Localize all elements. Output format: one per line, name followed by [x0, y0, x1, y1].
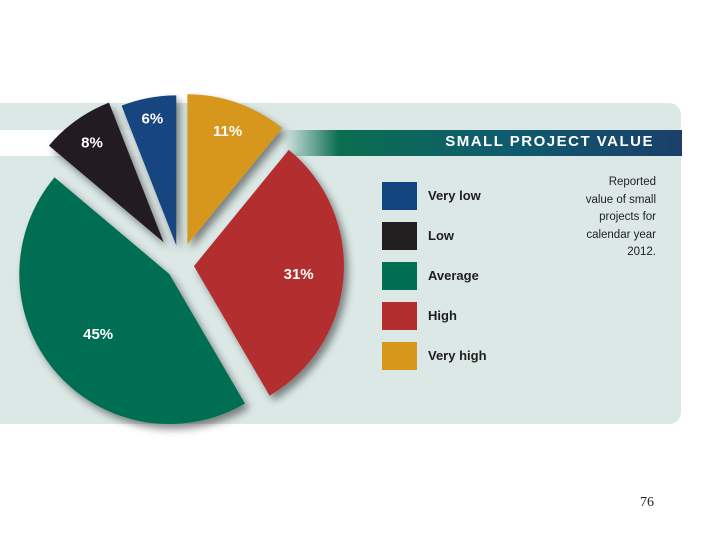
legend-item-very-high: Very high: [382, 342, 582, 370]
chart-title: SMALL PROJECT VALUE: [445, 133, 654, 150]
legend-label: Very high: [428, 348, 487, 363]
legend-item-high: High: [382, 302, 582, 330]
legend-item-average: Average: [382, 262, 582, 290]
note-line: value of small: [585, 193, 656, 206]
pie-slice-very-high: [187, 94, 283, 245]
pie-slice-low: [48, 102, 164, 243]
legend-label: Average: [428, 268, 479, 283]
pie-slice-high: [193, 149, 344, 396]
legend-label: Very low: [428, 188, 481, 203]
legend-label: High: [428, 308, 457, 323]
legend-label: Low: [428, 228, 454, 243]
pie-slice-average: [19, 177, 245, 425]
chart-note: Reported value of small projects for cal…: [546, 174, 656, 262]
note-line: calendar year: [586, 228, 656, 241]
legend-swatch: [382, 182, 417, 210]
legend-swatch: [382, 302, 417, 330]
title-bar: SMALL PROJECT VALUE: [283, 130, 682, 156]
legend-item-very-low: Very low: [382, 182, 582, 210]
legend-swatch: [382, 342, 417, 370]
slice-label-average: 45%: [83, 326, 113, 343]
note-line: 2012.: [627, 246, 656, 258]
note-line: projects for: [599, 211, 656, 223]
slice-label-low: 8%: [81, 134, 103, 151]
legend-swatch: [382, 262, 417, 290]
legend-swatch: [382, 222, 417, 250]
slice-label-very-high: 11%: [213, 123, 242, 140]
pie-slice-very-low: [121, 95, 177, 246]
page-number: 76: [640, 495, 654, 510]
slice-label-very-low: 6%: [142, 111, 164, 128]
note-line: Reported: [608, 176, 656, 188]
slice-label-high: 31%: [284, 266, 314, 283]
legend-item-low: Low: [382, 222, 582, 250]
